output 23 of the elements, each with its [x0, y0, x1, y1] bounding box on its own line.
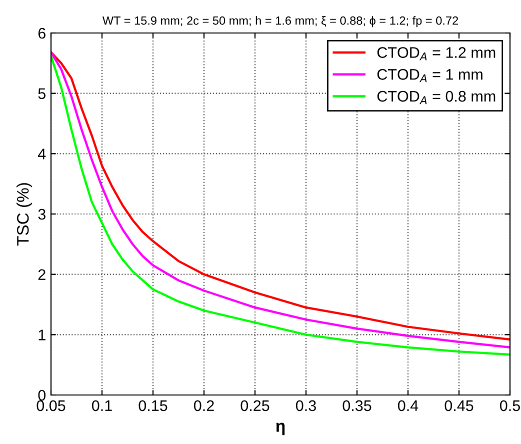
x-tick-label: 0.5 — [500, 400, 520, 412]
y-tick-label: 0 — [38, 390, 46, 401]
x-tick-label: 0.1 — [92, 400, 112, 412]
x-tick-label: 0.3 — [296, 400, 316, 412]
x-tick-label: 0.45 — [444, 400, 474, 412]
y-tick-label: 6 — [38, 28, 46, 39]
legend-label: CTOD$_{A}$ = 0.8 mm — [377, 90, 496, 104]
x-tick-label: 0.25 — [240, 400, 270, 412]
y-tick-label: 5 — [38, 88, 46, 100]
y-tick-label: 2 — [38, 269, 46, 280]
legend-label: CTOD$_{A}$ = 1.2 mm — [377, 47, 496, 60]
x-tick-label: 0.2 — [194, 400, 214, 412]
y-tick-label: 4 — [38, 148, 46, 160]
chart-title: WT = 15.9 mm; 2c = 50 mm; h = 1.6 mm; ξ = 0.88; ϕ = 1.2; fp = 0.72 — [102, 16, 458, 28]
legend-label: CTOD$_{A}$ = 1 mm — [377, 69, 482, 82]
x-tick-label: 0.4 — [398, 400, 418, 412]
x-tick-label: 0.05 — [36, 400, 66, 412]
x-axis-title: η — [276, 422, 285, 436]
y-tick-label: 1 — [38, 330, 46, 340]
y-axis-title: TSC (%) — [16, 183, 32, 246]
x-tick-label: 0.15 — [138, 400, 168, 412]
x-tick-label: 0.35 — [342, 400, 372, 412]
y-tick-label: 3 — [38, 208, 46, 220]
